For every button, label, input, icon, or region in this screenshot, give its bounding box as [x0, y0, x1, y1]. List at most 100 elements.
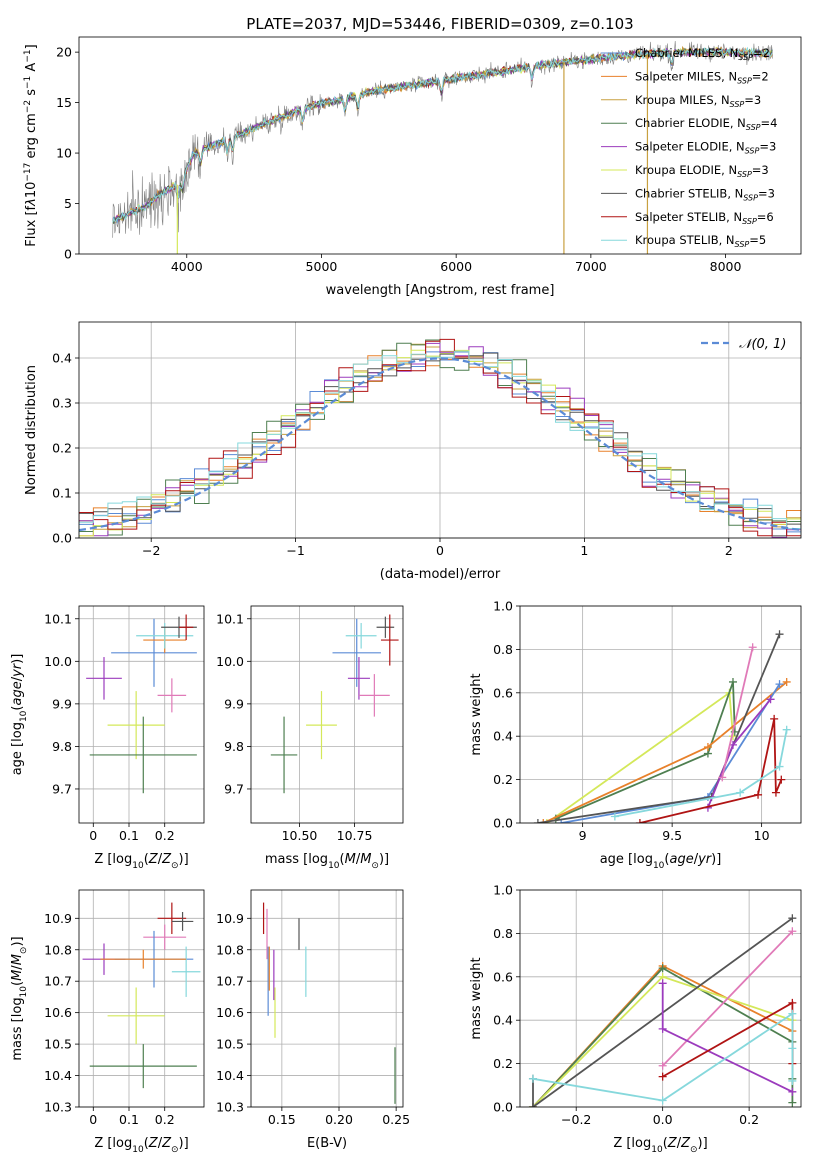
errorbar-point-chabrier_miles: [111, 618, 197, 687]
y-tick-label: 10.5: [216, 1037, 244, 1052]
y-tick-label: 0.6: [493, 969, 513, 984]
x-tick-label: 9.5: [662, 828, 682, 843]
y-tick-label: 10.8: [44, 942, 72, 957]
plus-marker: [635, 819, 644, 823]
errorbar-point-salpeter_miles: [100, 949, 187, 969]
weight-series-salpeter_miles: [539, 677, 791, 823]
errorbar-point-salpeter_elodie: [347, 657, 370, 700]
weight-line: [555, 681, 736, 820]
plus-marker: [788, 998, 797, 1007]
plus-marker: [775, 630, 784, 639]
errorbar-point-chabrier_elodie: [270, 716, 298, 794]
weight-line: [614, 729, 788, 818]
y-tick-label: 0.3: [52, 396, 72, 411]
mass_vs_z-frame: [78, 889, 205, 1108]
plus-marker: [777, 775, 786, 784]
legend-entry: Kroupa MILES, NSSP=3: [635, 93, 761, 109]
y-tick-label: 10: [56, 146, 72, 161]
mass_vs_z-frame-group: 0 0.1 0.2 10.3 10.4 10.5 10.6 10.7 10.8 10.9 Z [lo…: [10, 889, 205, 1155]
hist-series-chabrier_elodie: [79, 339, 801, 538]
mass_vs_z-axes: [79, 890, 204, 1108]
weight-line: [537, 633, 781, 823]
weight-series-salpeter_stelib: [635, 714, 786, 823]
y-tick-label: 0.8: [493, 642, 513, 657]
y-tick-label: 1.0: [493, 599, 513, 614]
plus-marker: [539, 819, 548, 823]
plus-marker: [775, 680, 784, 689]
weight-series-kroupa_stelib: [528, 1009, 797, 1105]
y-tick-label: 10.0: [44, 654, 72, 669]
errorbar-point-chabrier_stelib: [171, 912, 194, 931]
errorbar-point-chabrier_elodie: [89, 716, 197, 794]
y-axis-label: Flux [fλ10−17 erg cm−2 s−1 A−1]: [23, 44, 39, 246]
spectrum-frame: [78, 36, 802, 255]
plus-marker: [771, 788, 780, 797]
y-tick-label: 10.8: [216, 942, 244, 957]
x-axis-label: age [log10(age/yr)]: [600, 852, 722, 871]
spectrum-frame-group: 4000 5000 6000 7000 8000 0 5 10 15 20 wavelength […: [23, 15, 802, 298]
x-tick-label: 2: [725, 543, 733, 558]
weight_vs_z-plot: [528, 914, 797, 1107]
y-tick-label: 10.0: [216, 654, 244, 669]
plus-marker: [788, 1009, 797, 1018]
errorbar-point-chabrier_stelib: [376, 616, 395, 638]
legend-entry: Kroupa ELODIE, NSSP=3: [635, 163, 769, 179]
y-tick-label: 0.1: [52, 486, 72, 501]
age_vs_mass-axes: [251, 606, 403, 823]
errorbar-point-kroupa_stelib: [345, 623, 377, 649]
x-tick-label: −2: [142, 543, 160, 558]
y-tick-label: 10.3: [44, 1100, 72, 1115]
mass_vs_ebv-plot: [262, 902, 396, 1104]
plus-marker: [533, 819, 542, 823]
residual_hist-plot: [79, 338, 801, 538]
y-tick-label: 10.6: [216, 1005, 244, 1020]
y-tick-label: 10.1: [216, 611, 244, 626]
errorbar-point-kroupa_stelib: [171, 946, 201, 997]
legend-entry: Chabrier ELODIE, NSSP=4: [635, 116, 777, 132]
y-tick-label: 0.2: [493, 1056, 513, 1071]
x-tick-label: 4000: [171, 259, 203, 274]
x-tick-label: 9: [579, 828, 587, 843]
legend-entry: Chabrier STELIB, NSSP=3: [635, 186, 775, 202]
y-axis-label: mass [log10(M/M⊙)]: [10, 936, 29, 1060]
x-tick-label: −0.2: [561, 1112, 591, 1127]
weight-line: [721, 646, 754, 778]
legend-entry: Salpeter STELIB, NSSP=6: [635, 210, 774, 226]
plus-marker: [766, 695, 775, 704]
spectrum-plot: [112, 40, 773, 254]
weight-series-salpeter_elodie: [703, 695, 775, 812]
x-tick-label: 0: [89, 1112, 97, 1127]
weight-series-salpeter_stelib: [658, 998, 797, 1081]
x-tick-label: 10: [754, 828, 770, 843]
y-tick-label: 0.4: [52, 351, 72, 366]
plus-marker: [718, 773, 727, 782]
errorbar-point-pink: [157, 678, 187, 713]
weight-series-chabrier_miles: [557, 680, 784, 823]
x-tick-label: 6000: [440, 259, 472, 274]
y-tick-label: 0: [64, 247, 72, 262]
errorbar-point-pink: [358, 674, 390, 717]
y-tick-label: 0.0: [52, 531, 72, 546]
plus-marker: [788, 914, 797, 923]
errorbar-point-salpeter_stelib: [157, 902, 187, 935]
weight_vs_age-frame: [519, 605, 802, 824]
legend-entry: Chabrier MILES, NSSP=2: [635, 46, 770, 62]
plus-marker: [610, 812, 619, 821]
plus-marker: [782, 725, 791, 734]
x-axis-label: Z [log10(Z/Z⊙)]: [94, 852, 188, 871]
x-tick-label: 0.2: [155, 828, 175, 843]
y-tick-label: 1.0: [493, 883, 513, 898]
y-tick-label: 9.8: [52, 739, 72, 754]
x-tick-label: 0.0: [653, 1112, 673, 1127]
plus-marker: [528, 1103, 537, 1107]
errorbar-point-kroupa_elodie: [306, 691, 337, 760]
plus-marker: [658, 1072, 667, 1081]
weight-line: [532, 917, 793, 1107]
x-tick-label: 0: [89, 828, 97, 843]
residual_hist-frame-group: −2 −1 0 1 2 0.0 0.1 0.2 0.3 0.4 (data-model)/error…: [24, 321, 802, 582]
age_vs_mass-plot: [270, 614, 399, 794]
plus-marker: [736, 788, 745, 797]
plus-marker: [748, 643, 757, 652]
y-tick-label: 10.4: [216, 1068, 244, 1083]
weight_vs_z-frame: [519, 889, 802, 1108]
